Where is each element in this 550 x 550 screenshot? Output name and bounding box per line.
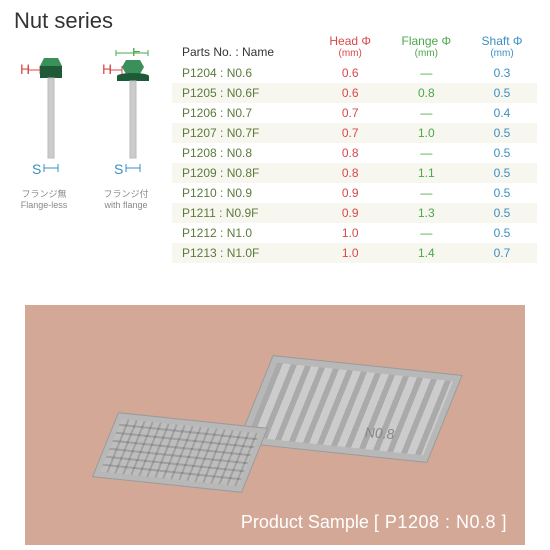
bolt-diagrams: H S フランジ無 Flange-less F H [14, 48, 164, 210]
page-title: Nut series [14, 8, 113, 34]
cell-head: 0.7 [315, 123, 386, 143]
cell-flange: 1.1 [386, 163, 467, 183]
cell-flange: — [386, 103, 467, 123]
tray-label: N0.8 [364, 424, 396, 442]
label-H: H [20, 61, 30, 77]
cell-parts: P1208 : N0.8 [172, 143, 315, 163]
cell-flange: — [386, 63, 467, 83]
cell-head: 0.8 [315, 163, 386, 183]
cell-head: 0.9 [315, 203, 386, 223]
cell-parts: P1204 : N0.6 [172, 63, 315, 83]
label-H2: H [102, 61, 112, 77]
th-head: Head Φ(mm) [315, 30, 386, 63]
cell-flange: 1.0 [386, 123, 467, 143]
cell-head: 0.8 [315, 143, 386, 163]
cell-head: 0.6 [315, 63, 386, 83]
cell-parts: P1211 : N0.9F [172, 203, 315, 223]
cell-head: 0.6 [315, 83, 386, 103]
caption-flangeless-jp: フランジ無 [21, 187, 66, 200]
cell-shaft: 0.7 [467, 243, 537, 263]
table-row: P1210 : N0.90.9—0.5 [172, 183, 537, 203]
cell-head: 1.0 [315, 223, 386, 243]
cell-parts: P1212 : N1.0 [172, 223, 315, 243]
cell-parts: P1206 : N0.7 [172, 103, 315, 123]
spec-table: Parts No. : Name Head Φ(mm) Flange Φ(mm)… [172, 30, 537, 263]
cell-shaft: 0.5 [467, 223, 537, 243]
cell-parts: P1210 : N0.9 [172, 183, 315, 203]
cell-head: 1.0 [315, 243, 386, 263]
table-row: P1204 : N0.60.6—0.3 [172, 63, 537, 83]
table-row: P1211 : N0.9F0.91.30.5 [172, 203, 537, 223]
cell-shaft: 0.3 [467, 63, 537, 83]
cell-shaft: 0.5 [467, 183, 537, 203]
cell-shaft: 0.5 [467, 203, 537, 223]
th-parts: Parts No. : Name [172, 30, 315, 63]
product-photo: N0.8 Product Sample [ P1208 : N0.8 ] [25, 305, 525, 545]
cell-flange: 1.3 [386, 203, 467, 223]
product-sample-label: Product Sample [ P1208 : N0.8 ] [241, 512, 507, 533]
tray-bed [92, 412, 268, 493]
cell-head: 0.9 [315, 183, 386, 203]
cell-parts: P1209 : N0.8F [172, 163, 315, 183]
cell-flange: — [386, 143, 467, 163]
cell-shaft: 0.5 [467, 143, 537, 163]
bolt-flangeless-svg: H S [14, 48, 74, 183]
caption-withflange-jp: フランジ付 [103, 187, 148, 200]
table-header-row: Parts No. : Name Head Φ(mm) Flange Φ(mm)… [172, 30, 537, 63]
table-row: P1212 : N1.01.0—0.5 [172, 223, 537, 243]
th-flange: Flange Φ(mm) [386, 30, 467, 63]
table-row: P1207 : N0.7F0.71.00.5 [172, 123, 537, 143]
caption-flangeless-en: Flange-less [21, 200, 68, 210]
cell-shaft: 0.5 [467, 123, 537, 143]
diagram-withflange: F H S フランジ付 with flange [92, 48, 160, 210]
table-row: P1205 : N0.6F0.60.80.5 [172, 83, 537, 103]
table-row: P1209 : N0.8F0.81.10.5 [172, 163, 537, 183]
label-S2: S [114, 161, 123, 177]
diagram-flangeless: H S フランジ無 Flange-less [14, 48, 74, 210]
cell-flange: 1.4 [386, 243, 467, 263]
bolt-withflange-svg: F H S [92, 48, 160, 183]
cell-parts: P1205 : N0.6F [172, 83, 315, 103]
cell-flange: — [386, 223, 467, 243]
spec-table-wrap: Parts No. : Name Head Φ(mm) Flange Φ(mm)… [172, 30, 537, 263]
table-body: P1204 : N0.60.6—0.3P1205 : N0.6F0.60.80.… [172, 63, 537, 263]
cell-shaft: 0.4 [467, 103, 537, 123]
caption-withflange-en: with flange [104, 200, 147, 210]
table-row: P1208 : N0.80.8—0.5 [172, 143, 537, 163]
table-row: P1206 : N0.70.7—0.4 [172, 103, 537, 123]
cell-parts: P1213 : N1.0F [172, 243, 315, 263]
cell-flange: — [386, 183, 467, 203]
cell-shaft: 0.5 [467, 83, 537, 103]
cell-parts: P1207 : N0.7F [172, 123, 315, 143]
cell-head: 0.7 [315, 103, 386, 123]
cell-flange: 0.8 [386, 83, 467, 103]
th-shaft: Shaft Φ(mm) [467, 30, 537, 63]
table-row: P1213 : N1.0F1.01.40.7 [172, 243, 537, 263]
label-S: S [32, 161, 41, 177]
tray-crate [237, 355, 463, 463]
cell-shaft: 0.5 [467, 163, 537, 183]
